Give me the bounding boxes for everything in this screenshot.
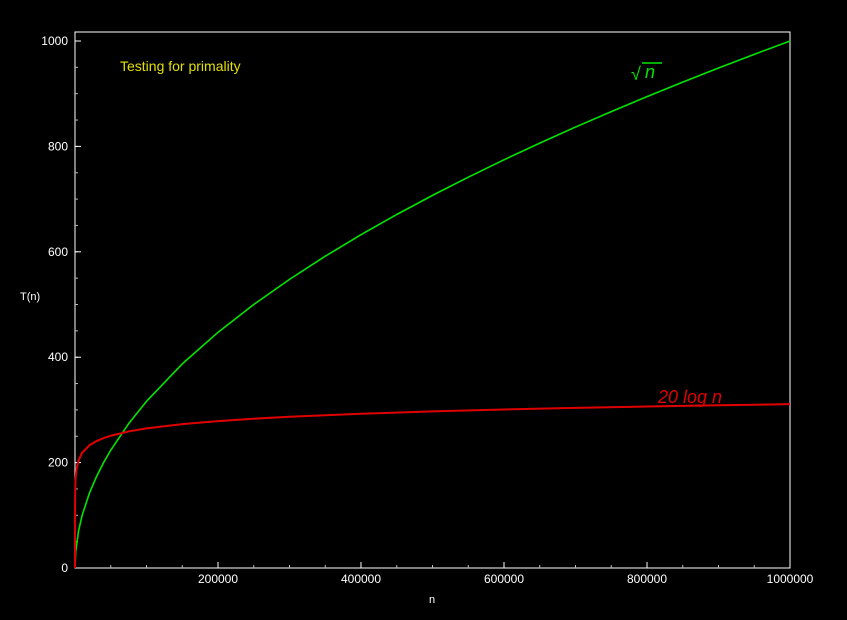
sqrt-series-label: √ n — [631, 62, 662, 84]
sqrt-radical-symbol: √ — [631, 64, 641, 84]
y-tick-label: 0 — [61, 561, 68, 575]
x-axis-label: n — [429, 594, 435, 606]
y-axis-label: T(n) — [20, 291, 40, 303]
y-tick-label: 1000 — [41, 34, 68, 48]
x-tick-label: 1000000 — [767, 572, 814, 586]
y-tick-label: 600 — [48, 245, 68, 259]
x-tick-label: 200000 — [198, 572, 238, 586]
log-n-line — [74, 403, 791, 569]
y-tick-label: 800 — [48, 139, 68, 153]
x-tick-label: 400000 — [341, 572, 381, 586]
y-tick-label: 200 — [48, 456, 68, 470]
sqrt-n-line — [74, 40, 791, 569]
chart-title: Testing for primality — [120, 58, 241, 74]
plot-area — [74, 31, 791, 569]
y-tick-label: 400 — [48, 350, 68, 364]
x-tick-label: 800000 — [627, 572, 667, 586]
x-tick-label: 600000 — [484, 572, 524, 586]
sqrt-variable: n — [645, 62, 655, 82]
x-tick-labels: 200000 400000 600000 800000 1000000 — [198, 562, 814, 586]
y-tick-labels: 0 200 400 600 800 1000 — [41, 34, 81, 575]
series-lines — [74, 40, 791, 569]
log-series-label: 20 log n — [657, 387, 722, 407]
